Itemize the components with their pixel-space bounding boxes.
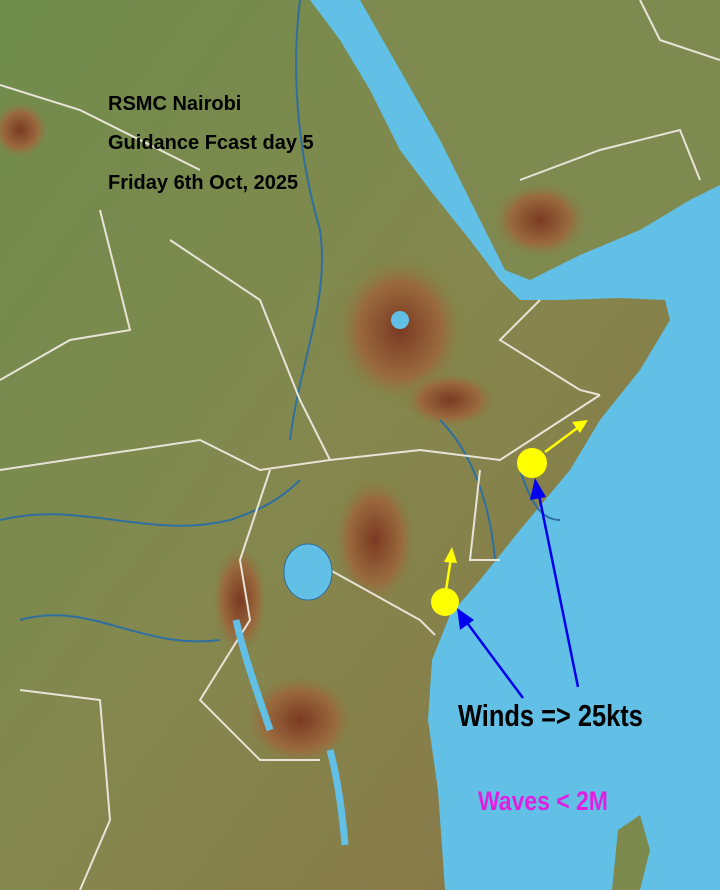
madagascar-land	[612, 815, 650, 890]
lake-tana	[391, 311, 409, 329]
title-line-3: Friday 6th Oct, 2025	[108, 172, 299, 194]
pointer-arrow-kenya	[457, 608, 525, 699]
pointer-arrow-somalia	[530, 478, 580, 688]
lake-tanganyika	[232, 619, 274, 732]
lake-victoria	[283, 543, 333, 601]
title-line-2: Guidance Fcast day 5	[108, 132, 314, 154]
arabia-land	[360, 0, 720, 280]
africa-land	[0, 0, 670, 890]
lake-malawi	[326, 749, 349, 846]
wind-arrow-north	[444, 547, 457, 591]
waves-annotation: Waves < 2M	[478, 786, 608, 816]
highlands	[0, 100, 590, 770]
marker-kenya	[431, 588, 459, 616]
rivers	[0, 0, 561, 643]
winds-annotation: Winds => 25kts	[458, 698, 643, 733]
marker-somalia	[517, 448, 547, 478]
title-line-1: RSMC Nairobi	[108, 93, 242, 115]
wind-arrow-north-east	[544, 420, 588, 454]
